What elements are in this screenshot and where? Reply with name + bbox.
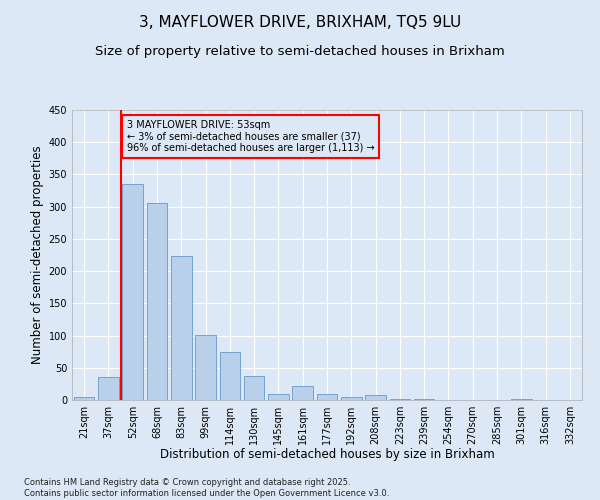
Text: 3, MAYFLOWER DRIVE, BRIXHAM, TQ5 9LU: 3, MAYFLOWER DRIVE, BRIXHAM, TQ5 9LU <box>139 15 461 30</box>
Text: Contains HM Land Registry data © Crown copyright and database right 2025.
Contai: Contains HM Land Registry data © Crown c… <box>24 478 389 498</box>
Bar <box>171 256 191 400</box>
Bar <box>195 335 216 400</box>
Bar <box>122 184 143 400</box>
X-axis label: Distribution of semi-detached houses by size in Brixham: Distribution of semi-detached houses by … <box>160 448 494 462</box>
Bar <box>244 376 265 400</box>
Bar <box>98 378 119 400</box>
Bar <box>317 394 337 400</box>
Bar <box>341 398 362 400</box>
Bar <box>146 204 167 400</box>
Bar <box>268 394 289 400</box>
Bar <box>220 352 240 400</box>
Text: Size of property relative to semi-detached houses in Brixham: Size of property relative to semi-detach… <box>95 45 505 58</box>
Text: 3 MAYFLOWER DRIVE: 53sqm
← 3% of semi-detached houses are smaller (37)
96% of se: 3 MAYFLOWER DRIVE: 53sqm ← 3% of semi-de… <box>127 120 374 153</box>
Bar <box>365 396 386 400</box>
Y-axis label: Number of semi-detached properties: Number of semi-detached properties <box>31 146 44 364</box>
Bar <box>292 386 313 400</box>
Bar <box>74 398 94 400</box>
